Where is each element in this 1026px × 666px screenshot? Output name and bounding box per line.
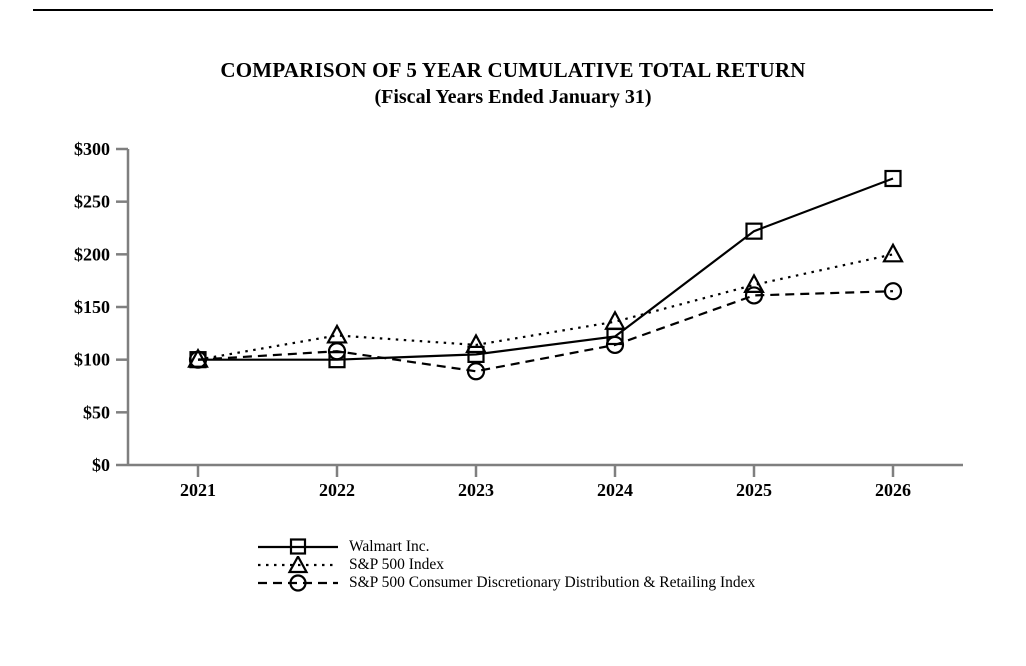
marker-triangle-2022 xyxy=(326,323,348,344)
y-tick-label: $0 xyxy=(92,455,110,475)
y-tick-label: $50 xyxy=(83,402,110,422)
y-tick-label: $300 xyxy=(74,139,110,159)
marker-square-2022 xyxy=(328,351,346,369)
marker-circle-2022 xyxy=(327,342,347,361)
y-tick-label: $250 xyxy=(74,192,110,212)
marker-square-2023 xyxy=(467,345,485,363)
series-line-0 xyxy=(198,177,894,361)
x-tick-label: 2024 xyxy=(597,480,633,500)
marker-circle-2023 xyxy=(466,362,486,381)
legend-label-sp500-cddr: S&P 500 Consumer Discretionary Distribut… xyxy=(349,574,756,591)
marker-triangle-2025 xyxy=(743,273,765,293)
chart-title: COMPARISON OF 5 YEAR CUMULATIVE TOTAL RE… xyxy=(220,58,806,82)
y-tick-label: $100 xyxy=(74,350,110,370)
legend-marker-square xyxy=(289,538,307,555)
x-tick-label: 2021 xyxy=(180,480,216,500)
marker-square-2026 xyxy=(884,169,902,188)
marker-triangle-2024 xyxy=(604,309,626,330)
top-divider-rule xyxy=(33,9,993,11)
x-tick-label: 2022 xyxy=(319,480,355,500)
chart-legend: Walmart Inc. S&P 500 Index S&P 500 Consu… xyxy=(258,538,755,592)
legend-item-walmart: Walmart Inc. xyxy=(258,538,755,556)
marker-triangle-2026 xyxy=(882,242,904,263)
legend-swatch-circle-dashed xyxy=(258,574,338,592)
legend-swatch-triangle-dotted xyxy=(258,556,338,574)
y-tick-label: $150 xyxy=(74,297,110,317)
legend-marker-circle xyxy=(289,574,307,592)
x-tick-label: 2023 xyxy=(458,480,494,500)
x-tick-label: 2025 xyxy=(736,480,772,500)
x-tick-label: 2026 xyxy=(875,480,911,500)
legend-item-sp500: S&P 500 Index xyxy=(258,556,755,574)
marker-circle-2021 xyxy=(188,350,208,369)
legend-label-sp500: S&P 500 Index xyxy=(349,556,445,573)
legend-item-sp500-cddr: S&P 500 Consumer Discretionary Distribut… xyxy=(258,574,755,592)
chart-subtitle: (Fiscal Years Ended January 31) xyxy=(374,86,652,108)
series-line-1 xyxy=(197,253,894,361)
y-tick-label: $200 xyxy=(74,244,110,264)
legend-swatch-square-solid xyxy=(258,538,338,555)
legend-label-walmart: Walmart Inc. xyxy=(349,538,430,555)
legend-marker-triangle xyxy=(287,556,309,574)
series-line-2 xyxy=(197,290,894,373)
marker-circle-2025 xyxy=(744,286,764,305)
marker-square-2025 xyxy=(745,222,763,240)
marker-circle-2024 xyxy=(605,335,625,355)
marker-triangle-2023 xyxy=(465,333,487,354)
marker-circle-2026 xyxy=(883,282,903,301)
